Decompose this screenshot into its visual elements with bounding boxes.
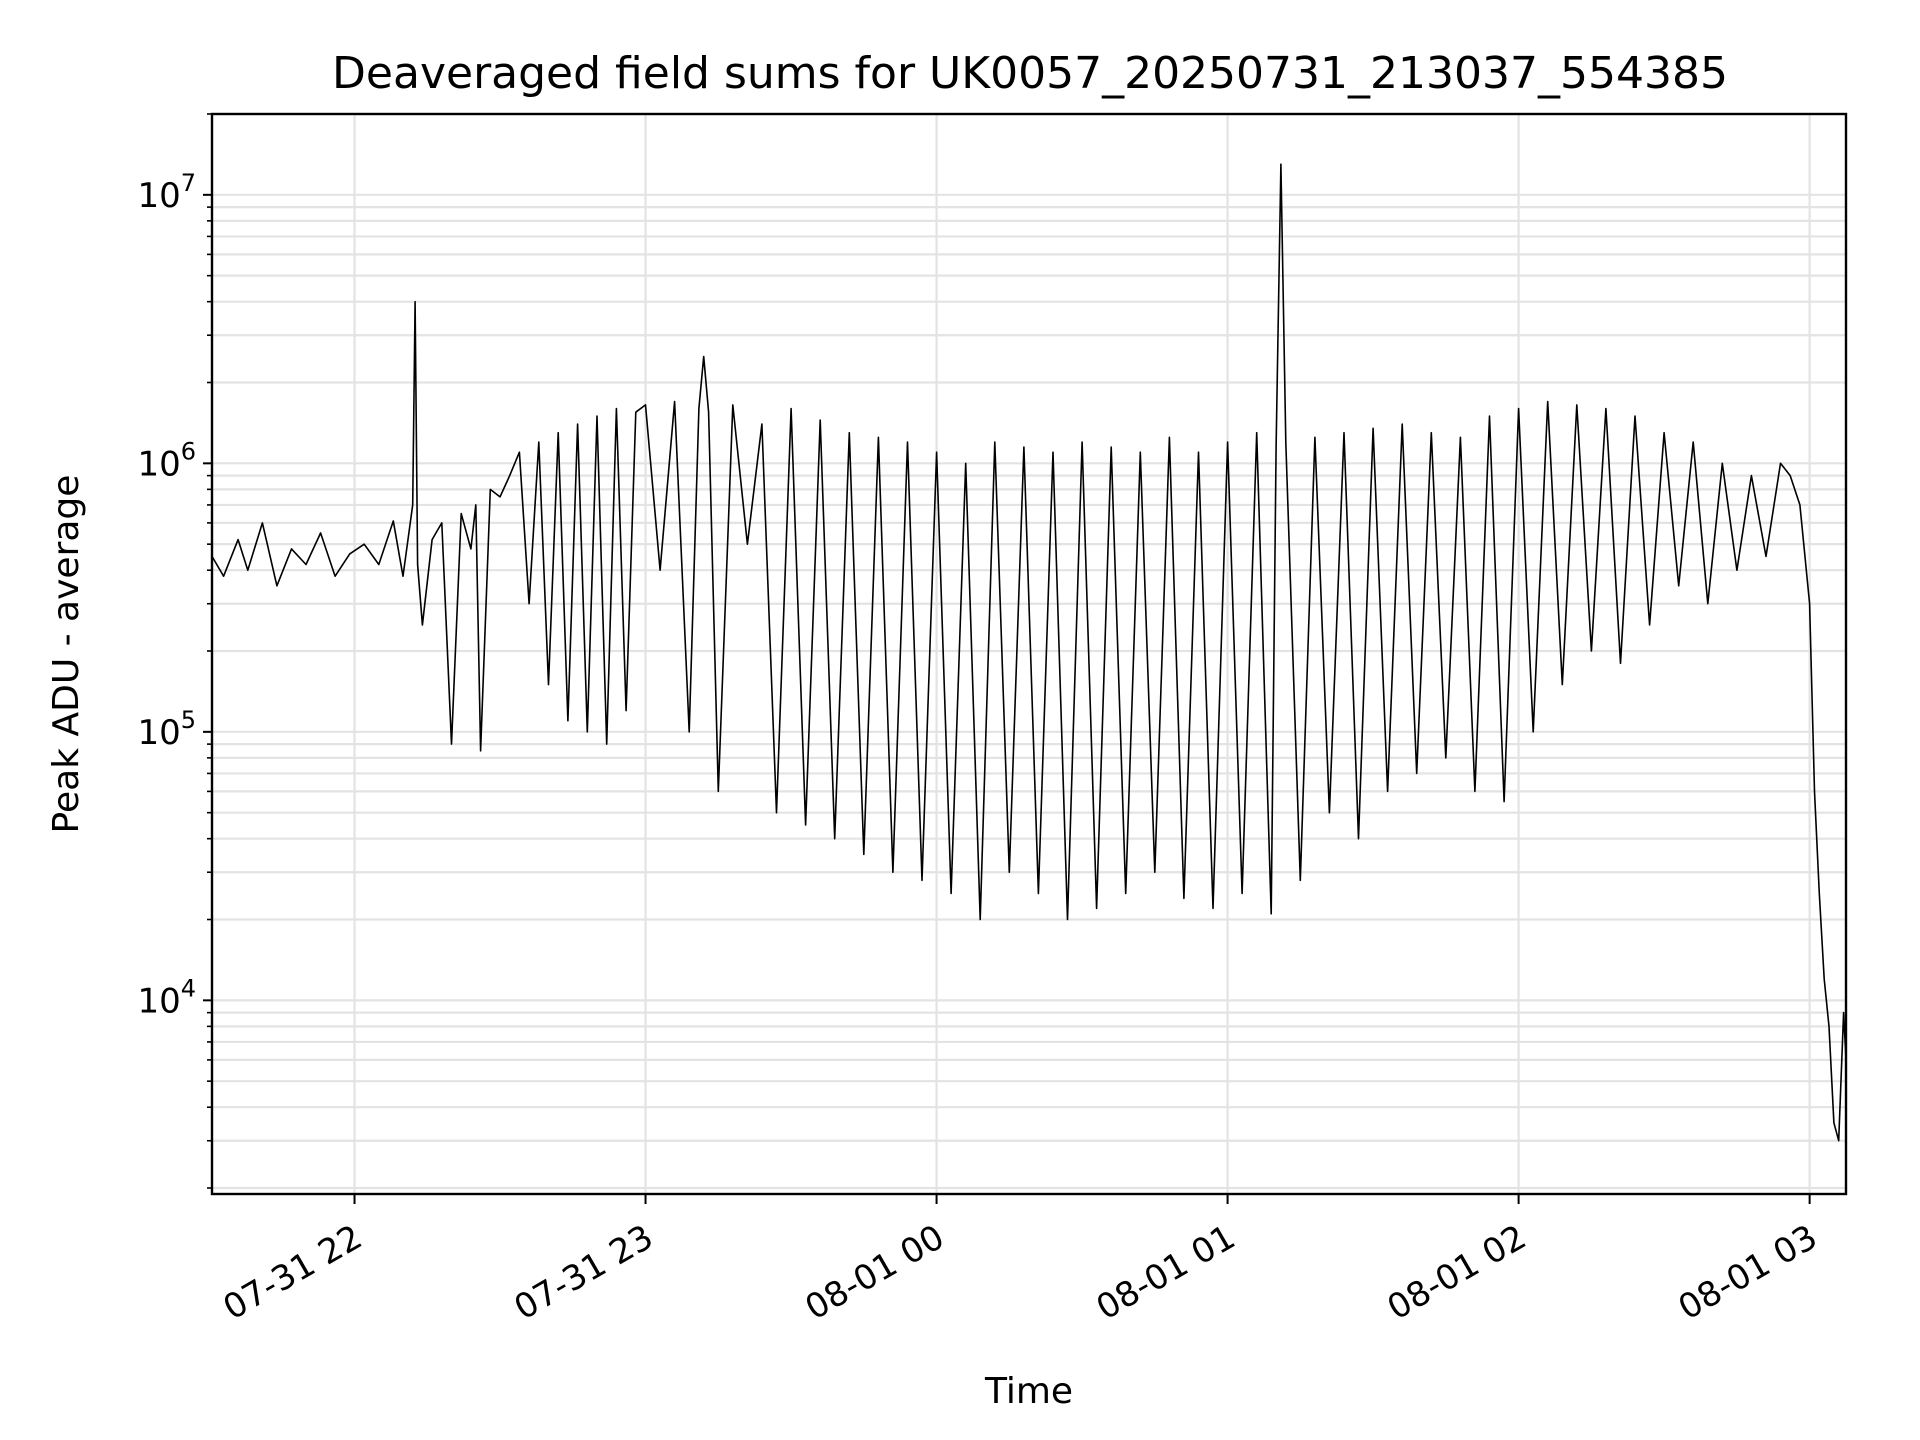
y-tick-label: 105	[137, 706, 196, 753]
series-line	[211, 163, 1847, 1142]
y-tick-label: 104	[137, 974, 196, 1021]
y-tick-label: 106	[137, 437, 196, 484]
series-layer	[211, 163, 1847, 1142]
y-axis-label: Peak ADU - average	[46, 475, 87, 834]
x-axis-label: Time	[984, 1371, 1073, 1412]
grid	[212, 112, 1846, 1194]
chart-title: Deaveraged field sums for UK0057_2025073…	[332, 48, 1728, 99]
y-tick-label: 107	[137, 169, 196, 216]
y-axis: 104 105 106 107	[137, 113, 212, 1189]
plot-frame	[210, 112, 1848, 1196]
